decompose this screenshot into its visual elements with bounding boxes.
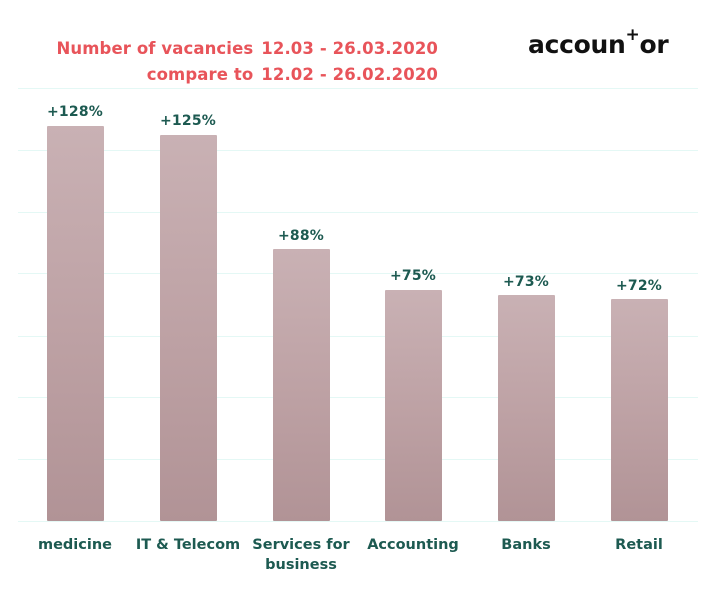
category-label: medicine xyxy=(15,535,135,555)
title-compare-label: compare to xyxy=(146,65,254,84)
gridline xyxy=(18,397,698,398)
title-line-1: Number of vacancies 12.03 - 26.03.2020 xyxy=(56,36,438,62)
category-label-line: IT & Telecom xyxy=(135,537,241,553)
category-label-line: Retail xyxy=(615,537,663,553)
category-label-line: business xyxy=(265,557,337,573)
bar-medicine xyxy=(47,126,104,521)
logo-text-end: or xyxy=(639,30,669,59)
category-label: Services for business xyxy=(241,535,361,575)
gridline xyxy=(18,336,698,337)
bar-value-label: +72% xyxy=(615,278,663,294)
bar-value-label: +73% xyxy=(502,274,550,290)
gridline xyxy=(18,273,698,274)
bar-value-label: +125% xyxy=(160,113,216,129)
bar-value-label: +128% xyxy=(47,104,103,120)
category-label-line: medicine xyxy=(37,537,112,553)
title-label: Number of vacancies xyxy=(56,39,254,58)
chart-title: Number of vacancies 12.03 - 26.03.2020 co… xyxy=(56,36,438,88)
bar-retail xyxy=(611,299,668,521)
bar-banks xyxy=(498,295,555,521)
bar-accounting xyxy=(385,290,442,521)
category-label: Accounting xyxy=(353,535,473,555)
gridline xyxy=(18,212,698,213)
bar-value-label: +75% xyxy=(389,268,437,284)
category-label: Banks xyxy=(466,535,586,555)
category-label: Retail xyxy=(579,535,699,555)
title-line-2: compare to 12.02 - 26.02.2020 xyxy=(56,62,438,88)
title-current-period: 12.03 - 26.03.2020 xyxy=(261,39,438,58)
accountor-logo: accoun+or xyxy=(528,27,669,60)
gridline xyxy=(18,88,698,89)
bar-it-telecom xyxy=(160,135,217,521)
category-label-line: Banks xyxy=(501,537,551,553)
gridline xyxy=(18,459,698,460)
category-label: IT & Telecom xyxy=(128,535,248,555)
category-label-line: Accounting xyxy=(367,537,459,553)
bar-value-label: +88% xyxy=(277,228,325,244)
bar-services-for-business xyxy=(273,249,330,521)
logo-text-start: accoun xyxy=(528,30,626,59)
title-compare-period: 12.02 - 26.02.2020 xyxy=(261,65,438,84)
gridline xyxy=(18,150,698,151)
logo-plus-mark: + xyxy=(625,25,640,45)
category-label-line: Services for xyxy=(252,537,350,553)
gridline-baseline xyxy=(18,521,698,522)
